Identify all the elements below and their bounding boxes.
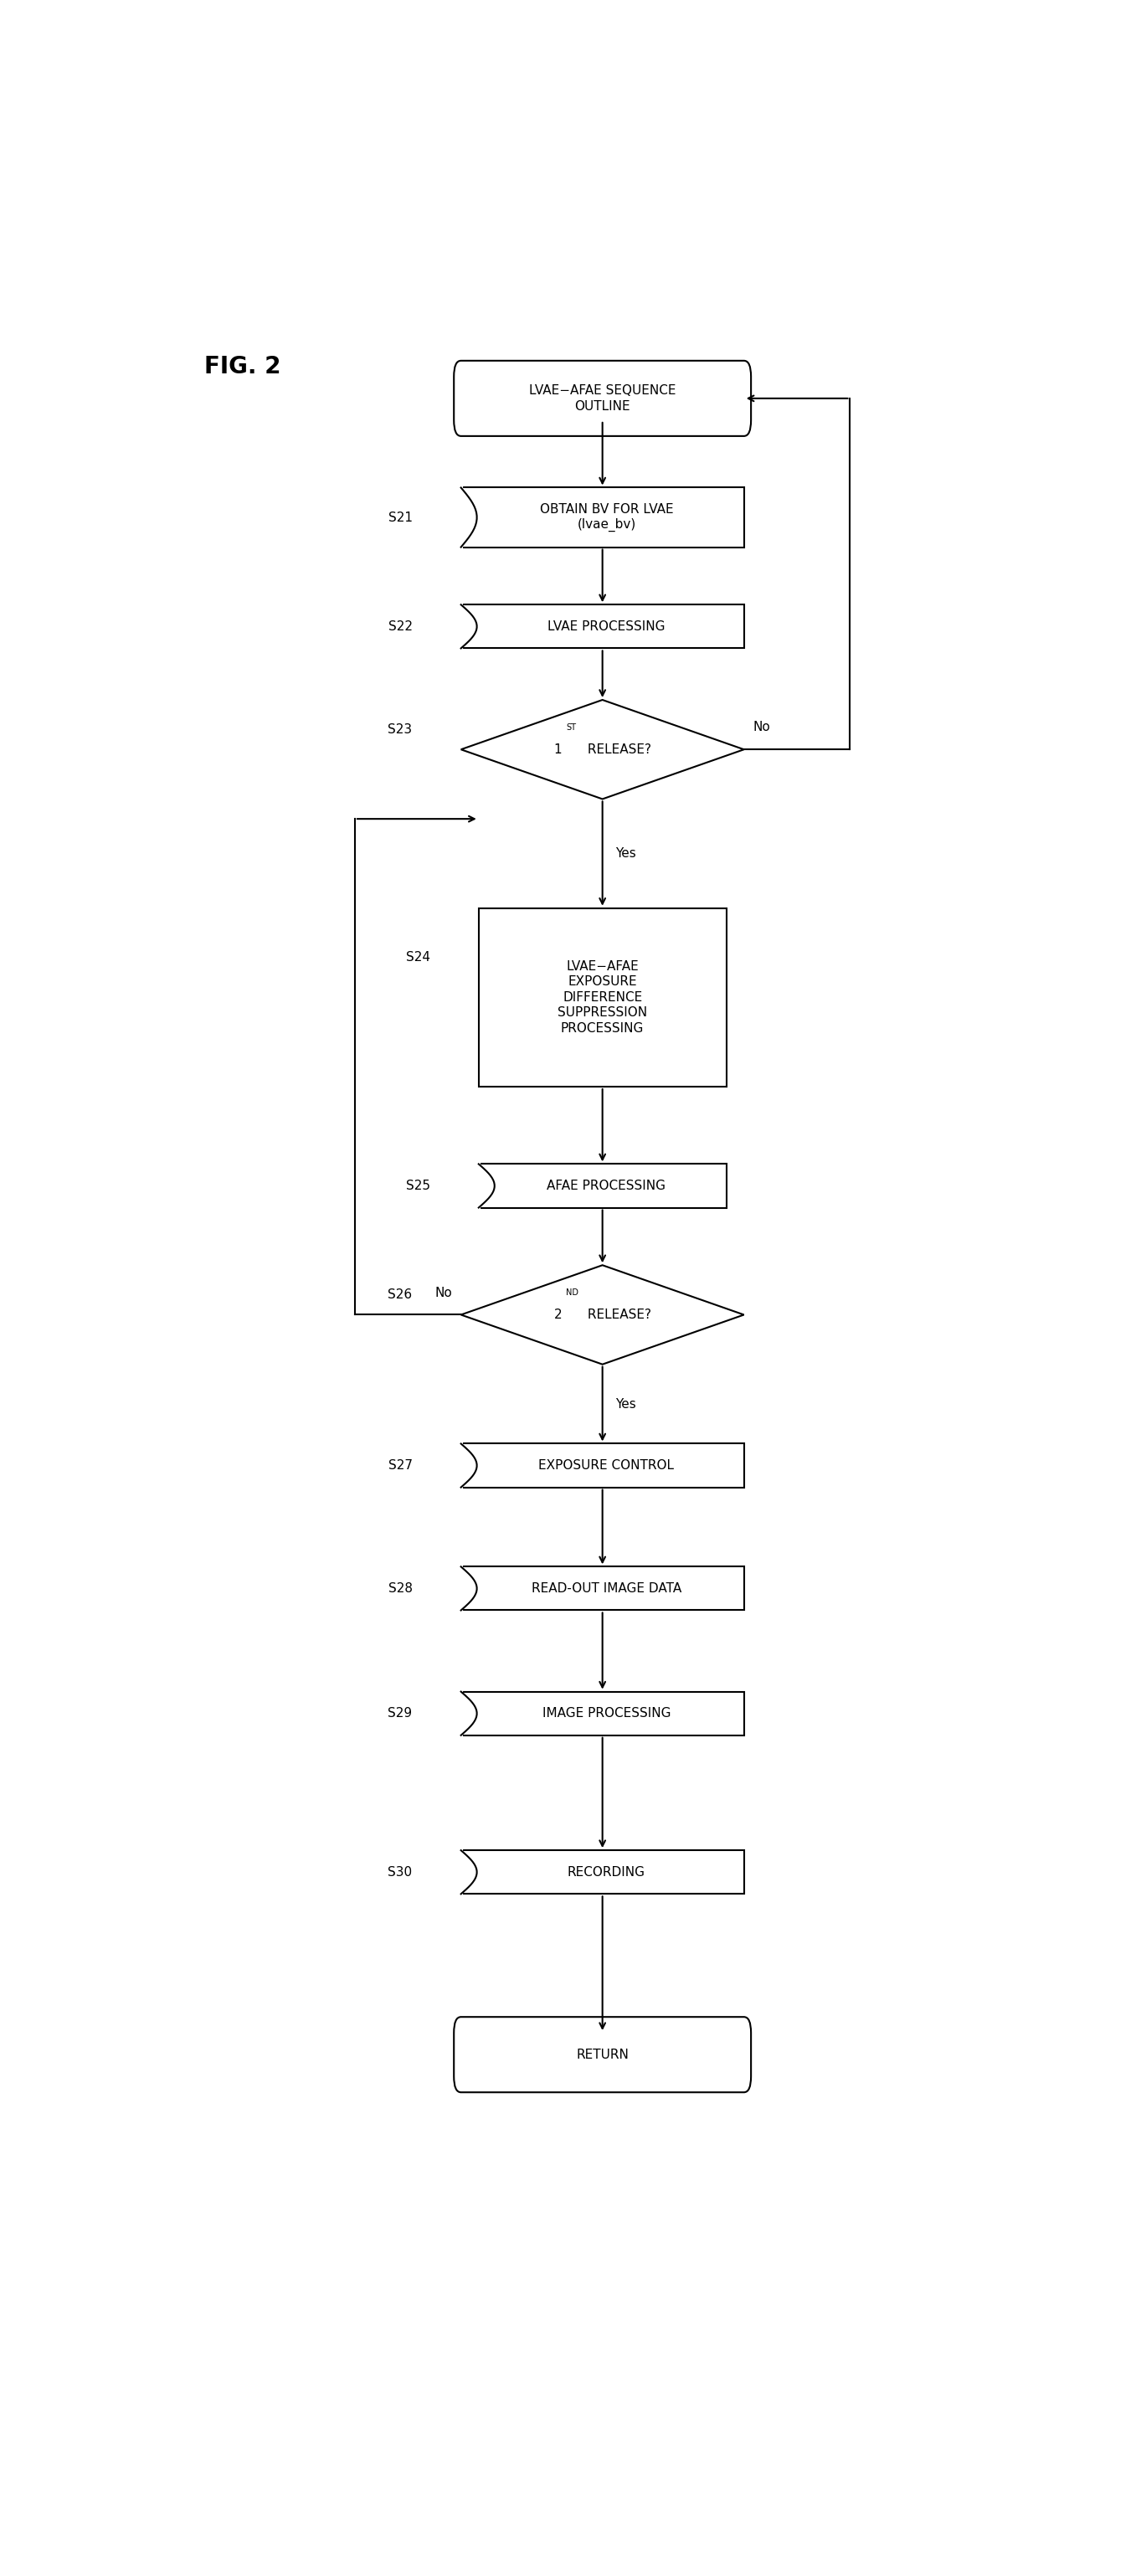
Text: S27: S27 xyxy=(388,1458,412,1471)
Text: Yes: Yes xyxy=(616,1399,637,1409)
Text: RELEASE?: RELEASE? xyxy=(584,744,652,755)
Text: FIG. 2: FIG. 2 xyxy=(204,355,281,379)
Text: LVAE PROCESSING: LVAE PROCESSING xyxy=(548,621,665,634)
Bar xyxy=(461,605,744,649)
Text: ST: ST xyxy=(566,724,576,732)
Text: AFAE PROCESSING: AFAE PROCESSING xyxy=(547,1180,666,1193)
Text: S21: S21 xyxy=(388,510,412,523)
Text: RECORDING: RECORDING xyxy=(567,1865,646,1878)
Text: No: No xyxy=(435,1285,452,1298)
Bar xyxy=(461,487,744,546)
Bar xyxy=(461,1443,744,1486)
Text: Yes: Yes xyxy=(616,848,637,860)
Text: No: No xyxy=(753,721,770,734)
FancyBboxPatch shape xyxy=(454,361,751,435)
Text: S30: S30 xyxy=(388,1865,412,1878)
Text: S25: S25 xyxy=(406,1180,430,1193)
Text: S23: S23 xyxy=(388,724,412,737)
Bar xyxy=(461,1850,744,1893)
Text: ND: ND xyxy=(566,1288,578,1296)
Text: RELEASE?: RELEASE? xyxy=(584,1309,652,1321)
Text: S22: S22 xyxy=(388,621,412,634)
Text: S26: S26 xyxy=(388,1288,412,1301)
Text: LVAE−AFAE
EXPOSURE
DIFFERENCE
SUPPRESSION
PROCESSING: LVAE−AFAE EXPOSURE DIFFERENCE SUPPRESSIO… xyxy=(558,961,647,1036)
Text: LVAE−AFAE SEQUENCE
OUTLINE: LVAE−AFAE SEQUENCE OUTLINE xyxy=(529,384,675,412)
Text: OBTAIN BV FOR LVAE
(lvae_bv): OBTAIN BV FOR LVAE (lvae_bv) xyxy=(540,502,673,533)
Text: RETURN: RETURN xyxy=(576,2048,629,2061)
Bar xyxy=(461,1692,744,1736)
Polygon shape xyxy=(461,701,744,799)
Text: S28: S28 xyxy=(388,1582,412,1595)
Text: 2: 2 xyxy=(553,1309,561,1321)
Text: EXPOSURE CONTROL: EXPOSURE CONTROL xyxy=(539,1458,674,1471)
Bar xyxy=(479,909,727,1087)
Text: 1: 1 xyxy=(553,744,561,755)
Text: READ-OUT IMAGE DATA: READ-OUT IMAGE DATA xyxy=(532,1582,681,1595)
Bar xyxy=(461,1566,744,1610)
FancyBboxPatch shape xyxy=(454,2017,751,2092)
Text: S29: S29 xyxy=(388,1708,412,1721)
Bar xyxy=(479,1164,727,1208)
Text: IMAGE PROCESSING: IMAGE PROCESSING xyxy=(542,1708,671,1721)
Polygon shape xyxy=(461,1265,744,1365)
Text: S24: S24 xyxy=(406,951,430,963)
